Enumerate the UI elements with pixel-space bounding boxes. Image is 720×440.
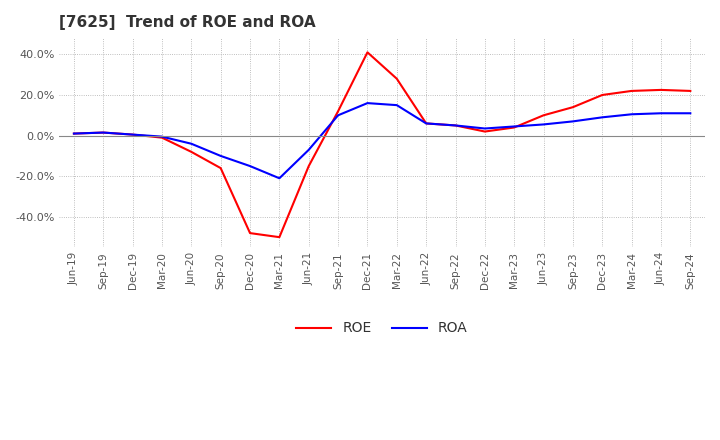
ROE	[510, 125, 518, 130]
ROA	[627, 112, 636, 117]
ROA	[657, 110, 665, 116]
ROE	[569, 105, 577, 110]
ROA	[305, 147, 313, 153]
ROA	[128, 132, 137, 137]
ROA	[187, 141, 196, 147]
ROE	[70, 131, 78, 136]
ROE	[275, 235, 284, 240]
ROE	[363, 50, 372, 55]
ROA	[510, 124, 518, 129]
ROA	[422, 121, 431, 126]
ROA	[686, 110, 695, 116]
ROE	[598, 92, 606, 98]
ROA	[451, 123, 460, 128]
ROE	[216, 165, 225, 171]
Line: ROE: ROE	[74, 52, 690, 237]
ROE	[334, 109, 343, 114]
Legend: ROE, ROA: ROE, ROA	[291, 315, 474, 341]
ROA	[246, 163, 254, 169]
ROE	[99, 130, 107, 135]
ROE	[539, 113, 548, 118]
ROE	[627, 88, 636, 94]
ROE	[158, 135, 166, 140]
ROA	[334, 113, 343, 118]
ROA	[363, 100, 372, 106]
ROA	[480, 126, 489, 131]
ROA	[99, 130, 107, 135]
ROE	[246, 231, 254, 236]
ROE	[451, 123, 460, 128]
ROE	[128, 132, 137, 137]
ROA	[275, 176, 284, 181]
ROA	[392, 103, 401, 108]
Line: ROA: ROA	[74, 103, 690, 178]
ROE	[480, 129, 489, 134]
ROE	[392, 76, 401, 81]
ROE	[305, 163, 313, 169]
ROE	[187, 149, 196, 154]
ROA	[158, 134, 166, 139]
ROA	[216, 153, 225, 158]
ROE	[657, 87, 665, 92]
ROE	[686, 88, 695, 94]
ROA	[569, 119, 577, 124]
Text: [7625]  Trend of ROE and ROA: [7625] Trend of ROE and ROA	[59, 15, 316, 30]
ROA	[598, 115, 606, 120]
ROA	[70, 131, 78, 136]
ROA	[539, 122, 548, 127]
ROE	[422, 121, 431, 126]
